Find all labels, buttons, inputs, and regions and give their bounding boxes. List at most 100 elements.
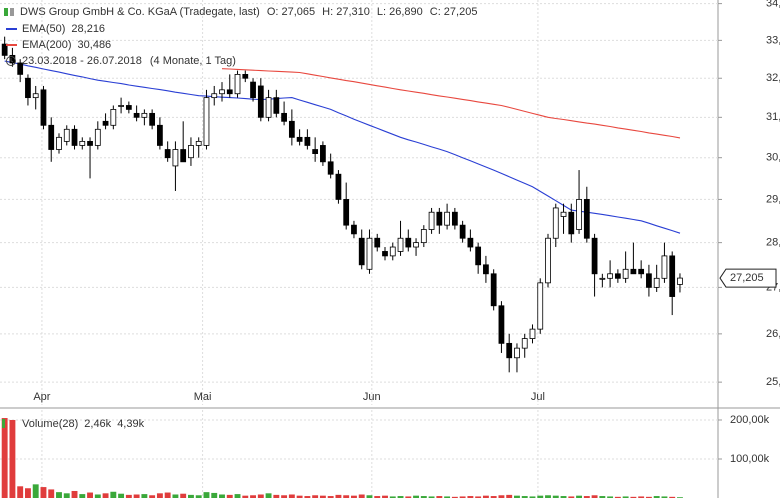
volume-bar <box>607 496 614 498</box>
volume-bar <box>211 492 218 498</box>
candle-body <box>653 277 660 288</box>
candle-body <box>211 93 218 99</box>
volume-bar <box>304 496 311 498</box>
volume-bar <box>661 496 668 498</box>
volume-bar <box>48 489 55 498</box>
header-icon <box>10 8 14 16</box>
y-tick-label: 31,000 <box>766 111 780 123</box>
date-range: 23.03.2018 - 26.07.2018 (4 Monate, 1 Tag) <box>22 55 236 67</box>
candle-body <box>288 120 295 138</box>
volume-bar <box>32 484 39 498</box>
volume-bar <box>172 494 179 498</box>
candle-body <box>506 342 513 359</box>
candle-body <box>265 97 272 118</box>
candle-body <box>281 112 287 122</box>
candle-body <box>436 211 443 226</box>
candle-body <box>79 140 86 146</box>
candle-body <box>94 128 101 146</box>
y-tick-label: 34,000 <box>766 0 780 10</box>
volume-bar <box>195 495 202 498</box>
candle-body <box>312 149 319 154</box>
y-tick-label: 200,00k <box>730 414 770 426</box>
volume-bar <box>475 496 482 498</box>
candle-body <box>164 149 171 159</box>
volume-bar <box>250 495 256 498</box>
y-tick-label: 28,000 <box>766 237 780 249</box>
candle-body <box>172 149 179 167</box>
candle-body <box>87 140 93 146</box>
candle-body <box>358 237 365 266</box>
volume-bar <box>180 493 187 498</box>
candle-body <box>614 273 621 279</box>
candle-body <box>219 89 225 95</box>
volume-bar <box>420 496 427 498</box>
volume-bar <box>71 490 78 498</box>
candle-body <box>343 199 350 226</box>
volume-bar <box>389 496 396 498</box>
candle-body <box>638 268 645 275</box>
candle-body <box>545 237 551 284</box>
y-tick-label: 100,00k <box>730 453 770 465</box>
y-tick-label: 25,000 <box>766 376 780 388</box>
volume-bar <box>397 496 404 498</box>
volume-bar <box>141 494 148 498</box>
volume-bar <box>312 495 319 498</box>
candle-body <box>475 246 482 266</box>
date-range-text: 23.03.2018 - 26.07.2018 <box>22 55 142 67</box>
candle-body <box>351 224 357 235</box>
candle-body <box>195 140 202 146</box>
y-tick-label: 32,000 <box>766 72 780 84</box>
volume-bar <box>327 496 334 498</box>
candle-body <box>141 112 148 118</box>
y-tick-label: 33,000 <box>766 34 780 46</box>
candle-body <box>498 305 505 344</box>
x-tick-label: Jul <box>531 391 545 403</box>
candle-body <box>677 277 683 285</box>
period-text: (4 Monate, 1 Tag) <box>150 55 236 67</box>
volume-bar <box>265 493 272 498</box>
candle-body <box>25 77 31 99</box>
legend-entry: EMA(200) 30,486 <box>22 39 111 51</box>
candle-body <box>537 282 544 330</box>
candle-body <box>242 74 249 79</box>
volume-bar <box>638 496 645 498</box>
volume-bar <box>56 492 62 498</box>
candle-body <box>63 128 70 142</box>
ema-line <box>4 60 681 234</box>
clock-icon <box>6 56 16 66</box>
volume-bar <box>242 495 249 498</box>
volume-bar <box>257 494 264 498</box>
candle-body <box>552 207 559 239</box>
volume-bar <box>203 492 210 498</box>
volume-bar <box>164 492 171 498</box>
volume-bar <box>444 496 451 498</box>
candle-body <box>226 89 233 95</box>
volume-bar <box>405 496 412 498</box>
candle-body <box>514 347 520 359</box>
volume-bar <box>87 492 93 498</box>
volume-bar <box>514 495 520 498</box>
volume-bar <box>529 496 536 498</box>
volume-bar <box>428 496 435 498</box>
header: DWS Group GmbH & Co. KGaA (Tradegate, la… <box>20 6 477 18</box>
legend-value: 30,486 <box>78 39 112 51</box>
candle-body <box>420 229 427 244</box>
volume-bar <box>374 496 381 498</box>
last-price-label: 27,205 <box>730 272 764 284</box>
volume-bar <box>382 495 388 498</box>
candle-body <box>583 199 590 239</box>
volume-bar <box>506 494 513 498</box>
candle-body <box>630 268 637 275</box>
volume-bar <box>125 494 132 498</box>
legend-value: 28,216 <box>71 23 105 35</box>
volume-bar <box>351 495 357 498</box>
candle-body <box>102 120 109 126</box>
volume-bar <box>630 496 637 498</box>
candle-body <box>234 74 241 95</box>
candle-body <box>382 251 388 257</box>
candle-body <box>149 112 156 126</box>
volume-bar <box>9 419 16 498</box>
candle-body <box>335 173 342 200</box>
volume-bar <box>436 496 443 498</box>
volume-bar <box>335 494 342 498</box>
